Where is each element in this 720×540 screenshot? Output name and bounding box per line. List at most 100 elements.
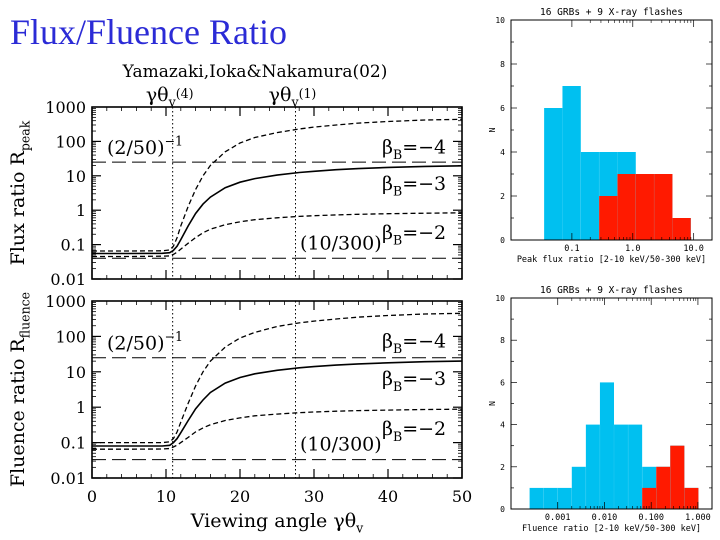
series-label: βB=−2: [382, 222, 446, 248]
series-label-part: β: [382, 368, 393, 390]
y-tick-label: 1: [76, 398, 86, 417]
grb-bar: [557, 487, 572, 509]
series-label: βB=−3: [382, 368, 446, 394]
x-tick-label: 10: [156, 487, 176, 506]
x-axis-label-part: Viewing angle γθ: [190, 510, 356, 532]
grb-bar: [599, 382, 615, 509]
series-label-back-sub: =−2: [402, 418, 446, 440]
series-curve-2: [92, 165, 463, 255]
grb-bar: [628, 424, 643, 509]
viewing-angle-label-sup: (1): [299, 86, 317, 101]
x-tick-label: 1.0: [625, 244, 640, 254]
y-tick-label: 4: [500, 421, 505, 430]
x-tick-label: 10.0: [683, 244, 703, 254]
viewing-angle-label-sub: v: [290, 95, 299, 110]
grb-bar: [571, 466, 586, 509]
series-label-part: β: [382, 418, 393, 440]
y-tick-label: 6: [500, 378, 505, 387]
series-label-part: β: [382, 136, 393, 158]
y-tick-label: 10: [495, 294, 505, 303]
y-tick-label: 1000: [45, 292, 86, 311]
x-tick-label: 40: [378, 487, 398, 506]
reference-line-label-sup: −1: [165, 134, 183, 149]
series-label-back-sub: =−3: [402, 173, 446, 195]
series-label-back-sub: =−4: [402, 330, 446, 352]
xrf-bar: [656, 466, 671, 509]
reference-line-label-sup: −1: [165, 329, 183, 344]
y-tick-label: 100: [55, 327, 86, 346]
reference-line-label: (2/50)−1: [107, 329, 183, 355]
xrf-bar: [642, 487, 657, 509]
line-panel-1: 0.010.11101001000(2/50)−1(10/300)βB=−4βB…: [7, 62, 463, 289]
y-tick-label: 6: [500, 104, 505, 113]
x-tick-label: 0: [87, 487, 97, 506]
series-curve-1: [92, 118, 463, 252]
histogram-x-label: Fluence ratio [2-10 keV/50-300 keV]: [522, 524, 701, 534]
y-tick-label: 4: [500, 148, 505, 157]
line-panel-2: 0.01 0.1 1 10 100 1000 0 10 20 30 40 50 (2/50)−1 (10/…: [7, 292, 472, 536]
y-tick-label: 0.01: [50, 270, 86, 289]
y-tick-label: 100: [55, 132, 86, 151]
x-axis-label-sub: v: [355, 521, 364, 536]
reference-line-label-part: (10/300): [300, 232, 382, 254]
viewing-angle-label-sub: v: [168, 95, 177, 110]
y-tick-label: 0: [500, 505, 505, 514]
xrf-bar: [654, 174, 673, 240]
series-label-back-sub: =−3: [402, 368, 446, 390]
x-tick-label: 20: [230, 487, 250, 506]
y-tick-label: 1000: [45, 98, 86, 117]
plot-frame: [91, 300, 463, 479]
histogram-x-label: Peak flux ratio [2-10 keV/50-300 keV]: [517, 255, 706, 265]
viewing-angle-label-sup: (4): [176, 86, 194, 101]
xrf-bar: [684, 487, 699, 509]
x-tick-label: 50: [452, 487, 472, 506]
x-tick-label: 0.001: [545, 513, 571, 523]
reference-line-label-part: (2/50): [107, 333, 165, 355]
series-label-sub: B: [393, 147, 402, 162]
y-tick-label: 0.1: [61, 236, 86, 255]
y-axis-label: Flux ratio Rpeak: [7, 120, 33, 265]
y-tick-label: 2: [500, 463, 505, 472]
reference-line-label-part: (10/300): [300, 434, 382, 456]
series-label-back-sub: =−4: [402, 136, 446, 158]
grb-bar: [585, 424, 600, 509]
chart-subtitle: Yamazaki,Ioka&Nakamura(02): [122, 62, 388, 82]
grb-bar: [614, 424, 629, 509]
grb-bar: [580, 152, 600, 240]
y-tick-label: 1: [76, 201, 86, 220]
series-label-part: β: [382, 330, 393, 352]
reference-line-label: (10/300): [300, 434, 382, 456]
histogram-y-label: N: [488, 401, 497, 406]
series-curve-3: [92, 212, 463, 258]
y-tick-label: 0.1: [61, 434, 86, 453]
x-axis-label: Viewing angle γθv: [190, 510, 364, 536]
x-tick-label: 0.010: [592, 513, 618, 523]
series-label: βB=−4: [382, 330, 446, 356]
y-axis-label: Fluence ratio Rfluence: [7, 292, 33, 487]
series-label-sub: B: [393, 379, 402, 394]
series-label-back-sub: =−2: [402, 222, 446, 244]
xrf-bar: [599, 196, 618, 240]
x-tick-label: 0.1: [564, 244, 579, 254]
y-axis-label-sub: fluence: [18, 292, 33, 338]
xrf-bar: [635, 174, 655, 240]
viewing-angle-label: γθv(1): [269, 84, 317, 110]
y-axis-label-part: Flux ratio R: [7, 150, 29, 265]
grb-bar: [562, 86, 581, 240]
histogram-y-label: N: [488, 127, 497, 132]
reference-line-label-part: (2/50): [107, 137, 165, 159]
grb-bar: [529, 487, 544, 509]
series-label-sub: B: [393, 429, 402, 444]
reference-line-label: (10/300): [300, 232, 382, 254]
series-label-part: β: [382, 222, 393, 244]
grb-bar: [543, 487, 558, 509]
y-tick-label: 10: [495, 16, 505, 25]
x-tick-label: 1.000: [685, 513, 711, 523]
viewing-angle-label: γθv(4): [146, 84, 194, 110]
xrf-bar: [670, 445, 685, 509]
y-tick-label: 0: [500, 236, 505, 245]
y-tick-label: 10: [66, 167, 86, 186]
y-axis-label-sub: peak: [18, 120, 33, 151]
